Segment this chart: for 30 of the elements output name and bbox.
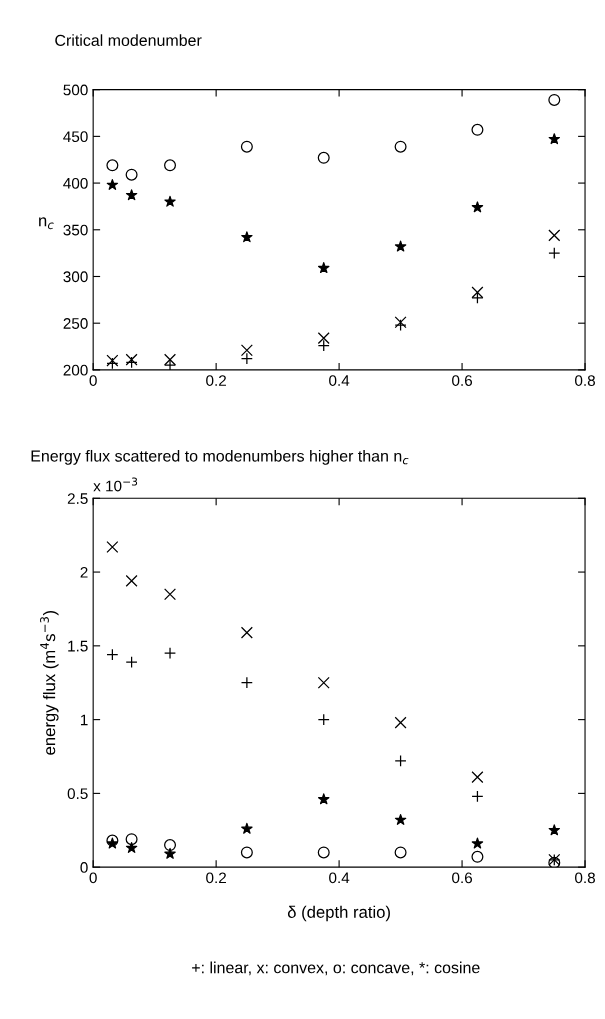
y-tick-label: 0.5 xyxy=(67,788,88,800)
x-tick-label: 0 xyxy=(89,375,97,386)
y-axis-title: n$_{c}$ xyxy=(39,217,54,230)
x-tick-label: 0.8 xyxy=(575,872,595,884)
text: x 10$^{−3}$ xyxy=(93,477,138,492)
x-tick-label: 0.2 xyxy=(206,872,226,884)
x-tick-label: 0 xyxy=(89,872,97,884)
chart-title: Energy flux scattered to modenumbers higher than n$_{c}$ xyxy=(31,449,409,465)
y-tick-label: 2 xyxy=(80,566,88,578)
y-tick-label: 200 xyxy=(63,364,88,376)
chart-title: Critical modenumber xyxy=(55,34,202,47)
y-tick-label: 250 xyxy=(63,318,88,329)
x-tick-label: 0.6 xyxy=(452,872,473,884)
y-tick-label: 0 xyxy=(80,862,88,873)
y-tick-label: 400 xyxy=(63,177,88,189)
text: +: linear, x: convex, o: concave, *: cosine xyxy=(192,961,480,976)
y-tick-label: 1 xyxy=(80,714,88,726)
x-axis-title: δ (depth ratio) xyxy=(287,905,390,922)
y-axis-title: energy flux (m$^{4}$s$^{−3}$) xyxy=(40,611,59,755)
x-tick-label: 0.4 xyxy=(329,872,350,884)
x-tick-label: 0.4 xyxy=(329,375,350,386)
x-tick-label: 0.2 xyxy=(206,375,226,386)
x-tick-label: 0.8 xyxy=(575,375,595,386)
y-tick-label: 350 xyxy=(63,224,88,236)
y-tick-label: 450 xyxy=(63,131,88,143)
y-tick-label: 2.5 xyxy=(67,493,88,504)
y-tick-label: 500 xyxy=(63,84,88,96)
y-tick-label: 1.5 xyxy=(68,640,88,652)
y-tick-label: 300 xyxy=(63,271,88,283)
x-tick-label: 0.6 xyxy=(452,375,473,386)
